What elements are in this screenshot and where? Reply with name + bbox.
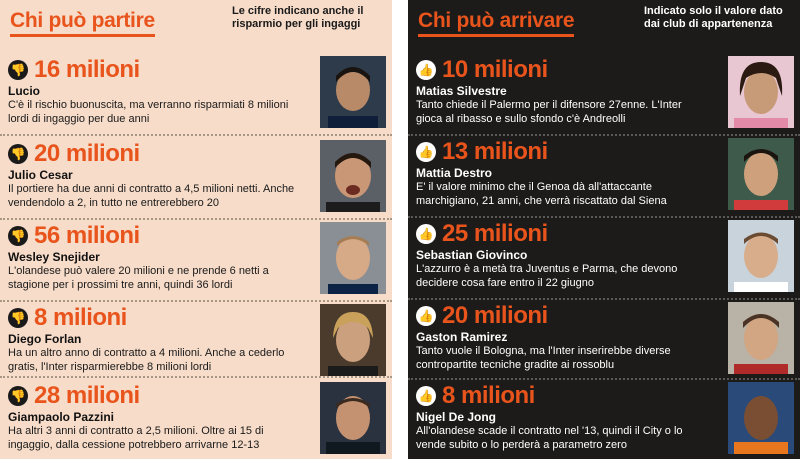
- separator: [0, 134, 392, 136]
- separator: [408, 216, 800, 218]
- thumbs-down-icon: 👎: [8, 226, 28, 246]
- player-description: Tanto vuole il Bologna, ma l'Inter inser…: [416, 345, 671, 371]
- thumbs-down-icon: 👎: [8, 308, 28, 328]
- left-entry: 👎 28 milioni Giampaolo Pazzini Ha altri 3…: [0, 378, 392, 459]
- left-panel-title: Chi può partire: [10, 9, 155, 37]
- thumbs-up-icon: 👍: [416, 306, 436, 326]
- left-panel: Chi può partire Le cifre indicano anche …: [0, 0, 392, 459]
- left-entry: 👎 8 milioni Diego Forlan Ha un altro anno…: [0, 300, 392, 382]
- right-entry: 👍 20 milioni Gaston Ramirez Tanto vuole i…: [408, 298, 800, 380]
- player-photo: [320, 222, 386, 294]
- player-photo: [728, 138, 794, 210]
- player-description: E' il valore minimo che il Genoa dà all'…: [416, 181, 667, 207]
- player-photo: [320, 382, 386, 454]
- amount: 8 milioni: [442, 382, 535, 409]
- player-description: All'olandese scade il contratto nel '13,…: [416, 425, 683, 451]
- separator: [0, 218, 392, 220]
- right-entry: 👍 8 milioni Nigel De Jong All'olandese sc…: [408, 378, 800, 459]
- player-name: Julio Cesar: [8, 168, 73, 182]
- left-entry: 👎 20 milioni Julio Cesar Il portiere ha d…: [0, 136, 392, 218]
- player-name: Sebastian Giovinco: [416, 248, 528, 262]
- player-description: C'è il rischio buonuscita, ma verranno r…: [8, 99, 289, 125]
- player-name: Gaston Ramirez: [416, 330, 508, 344]
- player-name: Lucio: [8, 84, 40, 98]
- separator: [408, 134, 800, 136]
- player-description: Ha un altro anno di contratto a 4 milion…: [8, 347, 285, 373]
- left-entry: 👎 56 milioni Wesley Snejider L'olandese p…: [0, 218, 392, 300]
- player-name: Diego Forlan: [8, 332, 82, 346]
- separator: [0, 300, 392, 302]
- thumbs-up-icon: 👍: [416, 142, 436, 162]
- left-panel-header: Chi può partire Le cifre indicano anche …: [0, 0, 392, 44]
- right-panel-note: Indicato solo il valore dato dai club di…: [644, 5, 783, 30]
- thumbs-up-icon: 👍: [416, 60, 436, 80]
- right-entry: 👍 25 milioni Sebastian Giovinco L'azzurro…: [408, 216, 800, 298]
- player-photo: [728, 220, 794, 292]
- thumbs-up-icon: 👍: [416, 386, 436, 406]
- player-name: Wesley Snejider: [8, 250, 100, 264]
- right-entry: 👍 10 milioni Matias Silvestre Tanto chied…: [408, 52, 800, 134]
- amount: 13 milioni: [442, 138, 548, 165]
- right-panel-title: Chi può arrivare: [418, 9, 575, 37]
- player-name: Nigel De Jong: [416, 410, 497, 424]
- player-photo: [728, 302, 794, 374]
- separator: [408, 378, 800, 380]
- amount: 56 milioni: [34, 222, 140, 249]
- player-name: Matias Silvestre: [416, 84, 507, 98]
- amount: 20 milioni: [442, 302, 548, 329]
- player-description: L'azzurro è a metà tra Juventus e Parma,…: [416, 263, 678, 289]
- player-name: Giampaolo Pazzini: [8, 410, 115, 424]
- right-panel-header: Chi può arrivare Indicato solo il valore…: [408, 0, 800, 44]
- player-description: Il portiere ha due anni di contratto a 4…: [8, 183, 295, 209]
- separator: [0, 376, 392, 378]
- amount: 10 milioni: [442, 56, 548, 83]
- amount: 8 milioni: [34, 304, 127, 331]
- player-description: Ha altri 3 anni di contratto a 2,5 milio…: [8, 425, 264, 451]
- thumbs-up-icon: 👍: [416, 224, 436, 244]
- left-entry: 👎 16 milioni Lucio C'è il rischio buonusc…: [0, 52, 392, 134]
- thumbs-down-icon: 👎: [8, 60, 28, 80]
- amount: 20 milioni: [34, 140, 140, 167]
- player-description: L'olandese può valere 20 milioni e ne pr…: [8, 265, 269, 291]
- player-photo: [320, 56, 386, 128]
- player-photo: [320, 140, 386, 212]
- separator: [408, 298, 800, 300]
- right-entry: 👍 13 milioni Mattia Destro E' il valore m…: [408, 134, 800, 216]
- amount: 28 milioni: [34, 382, 140, 409]
- thumbs-down-icon: 👎: [8, 144, 28, 164]
- player-photo: [728, 382, 794, 454]
- amount: 25 milioni: [442, 220, 548, 247]
- player-photo: [320, 304, 386, 376]
- player-name: Mattia Destro: [416, 166, 493, 180]
- player-description: Tanto chiede il Palermo per il difensore…: [416, 99, 682, 125]
- player-photo: [728, 56, 794, 128]
- thumbs-down-icon: 👎: [8, 386, 28, 406]
- left-panel-note: Le cifre indicano anche il risparmio per…: [232, 5, 364, 30]
- right-panel: Chi può arrivare Indicato solo il valore…: [408, 0, 800, 459]
- amount: 16 milioni: [34, 56, 140, 83]
